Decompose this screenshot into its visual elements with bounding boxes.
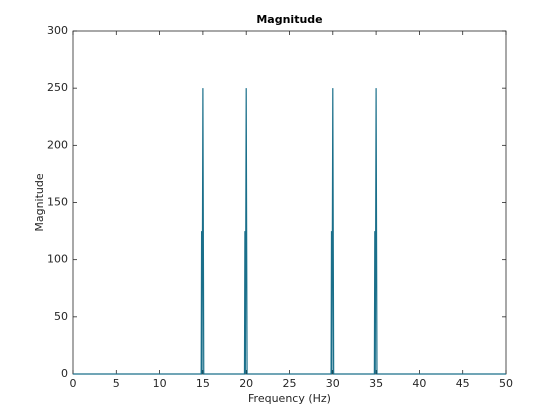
x-tick-label: 40 bbox=[412, 377, 426, 390]
x-tick-label: 50 bbox=[499, 377, 513, 390]
chart-title: Magnitude bbox=[256, 13, 322, 26]
y-axis-label: Magnitude bbox=[33, 173, 46, 232]
x-axis-label: Frequency (Hz) bbox=[248, 392, 331, 405]
y-tick-label: 300 bbox=[47, 24, 68, 37]
x-tick-label: 5 bbox=[113, 377, 120, 390]
plot-frame bbox=[72, 30, 507, 375]
y-tick-label: 100 bbox=[47, 253, 68, 266]
y-tick-label: 200 bbox=[47, 138, 68, 151]
x-tick-label: 10 bbox=[153, 377, 167, 390]
y-tick-label: 150 bbox=[47, 196, 68, 209]
x-tick-label: 20 bbox=[239, 377, 253, 390]
x-tick-label: 35 bbox=[369, 377, 383, 390]
x-tick-label: 0 bbox=[70, 377, 77, 390]
x-tick-label: 15 bbox=[196, 377, 210, 390]
x-tick-label: 45 bbox=[456, 377, 470, 390]
y-tick-label: 50 bbox=[54, 310, 68, 323]
x-tick-label: 30 bbox=[326, 377, 340, 390]
x-tick-label: 25 bbox=[283, 377, 297, 390]
data-line bbox=[73, 88, 506, 375]
y-tick-label: 250 bbox=[47, 81, 68, 94]
y-tick-label: 0 bbox=[61, 367, 68, 380]
